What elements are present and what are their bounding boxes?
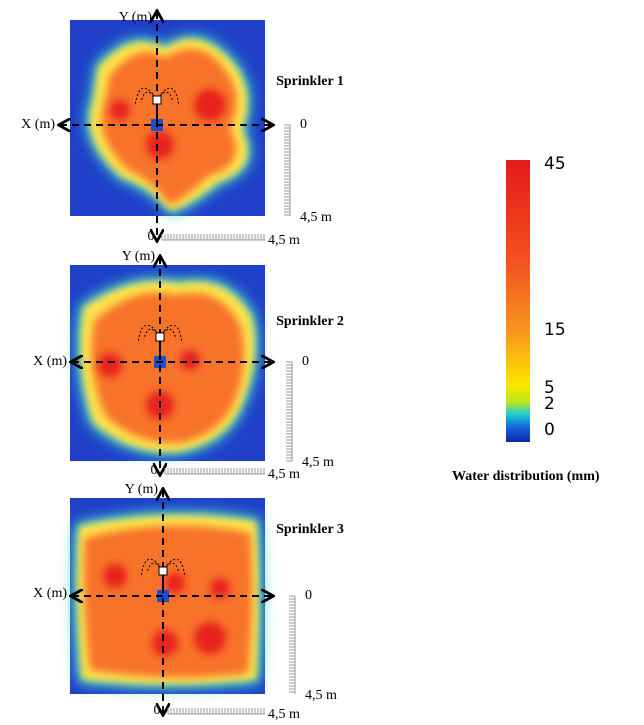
colorbar-tick-label: 15 — [544, 320, 566, 340]
heatmap-peak — [110, 100, 130, 120]
ruler-start: 0 — [148, 229, 155, 244]
x-axis-label: X (m) — [21, 117, 55, 132]
y-axis-label: Y (m) — [122, 249, 156, 264]
heatmap-peak — [180, 350, 200, 370]
colorbar-tick-label: 2 — [544, 394, 555, 414]
spray — [140, 558, 186, 578]
ruler-end: 4,5 m — [305, 688, 337, 703]
panel: Y (m) X (m) Sprinkler 1 0 4,5 m 0 4,5 m — [21, 10, 344, 248]
heatmap-peak — [146, 131, 174, 159]
spray — [134, 87, 180, 107]
heatmap — [70, 20, 265, 216]
heatmap-peak — [152, 630, 178, 656]
colorbar-tick-label: 0 — [544, 420, 555, 440]
ruler-start: 0 — [300, 117, 307, 132]
ruler-start: 0 — [154, 703, 161, 718]
colorbar-tick-label: 5 — [544, 378, 555, 398]
ruler-start: 0 — [302, 354, 309, 369]
x-axis-label: X (m) — [33, 586, 67, 601]
panel: Y (m) X (m) Sprinkler 2 0 4,5 m 0 4,5 m — [33, 249, 344, 482]
panels: Y (m) X (m) Sprinkler 1 0 4,5 m 0 4,5 m Y (m) X … — [21, 10, 344, 722]
y-axis-label: Y (m) — [119, 10, 153, 25]
nozzle — [158, 566, 168, 576]
ruler-start: 0 — [305, 588, 312, 603]
nozzle — [155, 332, 165, 342]
nozzle — [152, 95, 162, 105]
colorbar-ticks: 45 15 52 0 — [544, 154, 566, 440]
ruler-start: 0 — [151, 463, 158, 478]
panel: Y (m) X (m) Sprinkler 3 0 4,5 m 0 4,5 m — [33, 482, 344, 722]
heatmap-peak — [165, 573, 185, 593]
sprinkler-icon — [137, 324, 183, 359]
colorbar — [506, 160, 530, 442]
sprinkler-icon — [140, 558, 186, 593]
ruler-end: 4,5 m — [268, 233, 300, 248]
colorbar-tick-label: 45 — [544, 154, 566, 174]
colorbar-label: Water distribution (mm) — [452, 469, 600, 484]
panel-title: Sprinkler 2 — [276, 314, 344, 329]
ruler-end: 4,5 m — [268, 467, 300, 482]
heatmap-peak — [103, 564, 127, 588]
sprinkler-icon — [134, 87, 180, 122]
y-axis-label: Y (m) — [125, 482, 159, 497]
panel-title: Sprinkler 3 — [276, 522, 344, 537]
ruler-end: 4,5 m — [268, 707, 300, 722]
heatmap-peak — [194, 622, 226, 654]
ruler-end: 4,5 m — [302, 455, 334, 470]
panel-title: Sprinkler 1 — [276, 74, 344, 89]
heatmap-peak — [98, 353, 122, 377]
spray — [137, 324, 183, 344]
ruler-end: 4,5 m — [300, 210, 332, 225]
heatmap-peak — [194, 89, 226, 121]
x-axis-label: X (m) — [33, 354, 67, 369]
